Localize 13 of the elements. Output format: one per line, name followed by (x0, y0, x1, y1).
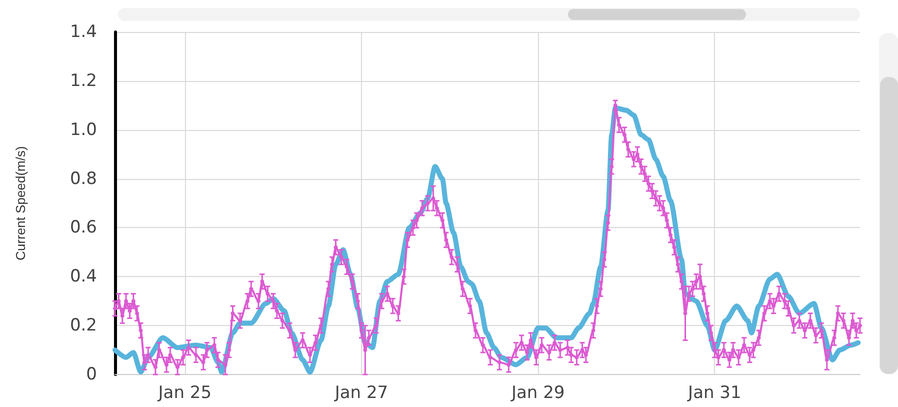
y-axis-title: Current Speed(m/s) (13, 146, 28, 260)
x-tick-label: Jan 27 (334, 383, 388, 403)
y-tick-label: 1.4 (70, 22, 97, 42)
y-tick-label: 0.6 (70, 218, 97, 238)
y-tick-label: 1.0 (70, 120, 97, 140)
y-tick-label: 0.8 (70, 168, 97, 189)
x-tick-label: Jan 29 (510, 383, 565, 403)
y-tick-label: 0.4 (70, 266, 97, 287)
y-tick-label: 0 (86, 364, 97, 384)
y-tick-label: 0.2 (70, 316, 97, 336)
x-tick-label: Jan 31 (687, 383, 742, 403)
y-tick-label: 1.2 (70, 70, 97, 91)
x-tick-label: Jan 25 (157, 383, 212, 403)
